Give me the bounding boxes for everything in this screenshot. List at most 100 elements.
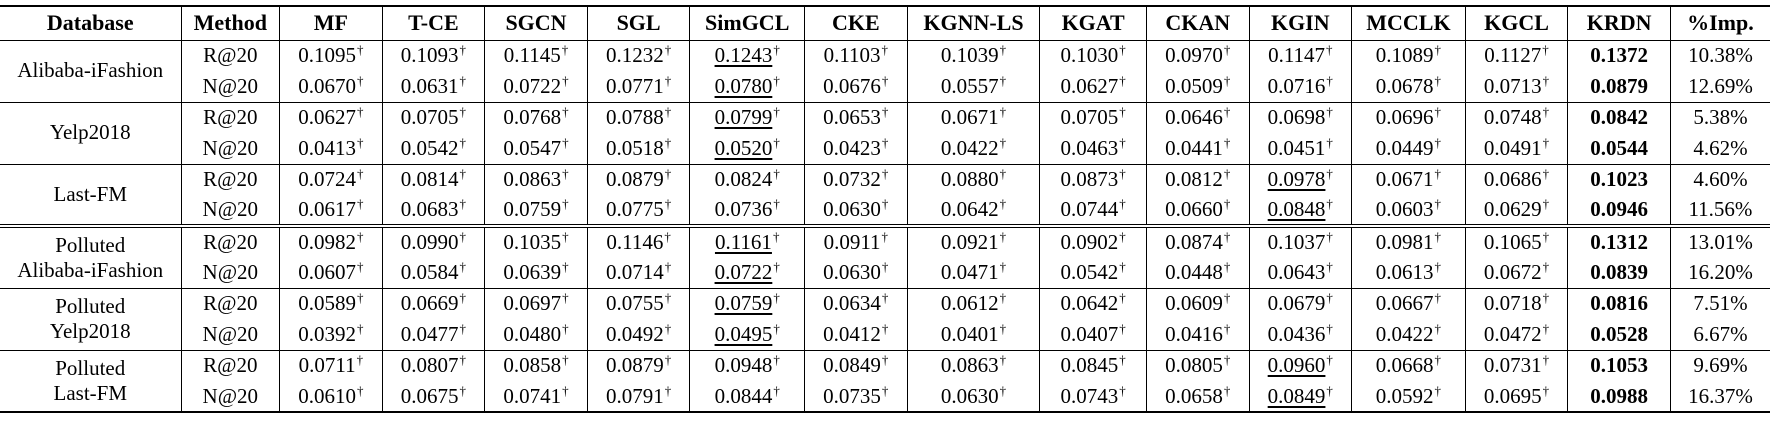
value-cell-kgcl: 0.1127†	[1465, 39, 1569, 71]
baseline-value: 0.0547	[503, 135, 562, 160]
dagger-symbol: †	[1542, 382, 1550, 398]
baseline-value: 0.0844	[714, 383, 773, 408]
value-cell-kgin: 0.0716†	[1249, 71, 1353, 102]
baseline-value: 0.0982	[298, 230, 356, 254]
value-cell-cke: 0.0676†	[804, 71, 908, 102]
value-cell-cke: 0.0634†	[804, 287, 908, 319]
dagger-symbol: †	[999, 104, 1007, 120]
dagger-symbol: †	[999, 258, 1007, 274]
metric-cell: N@20	[181, 71, 281, 102]
dagger-symbol: †	[881, 42, 889, 58]
baseline-value: 0.0814	[400, 167, 459, 192]
value-cell-cke: 0.0412†	[804, 319, 908, 350]
value-cell-simgcl: 0.0722†	[689, 257, 806, 288]
baseline-value: 0.0705	[400, 105, 459, 130]
dagger-symbol: †	[773, 166, 780, 182]
dagger-symbol: †	[999, 229, 1007, 244]
value-cell-mf: 0.1095†	[279, 39, 383, 71]
dagger-symbol: †	[999, 382, 1007, 398]
dagger-symbol: †	[773, 320, 780, 336]
dagger-symbol: †	[356, 290, 364, 306]
header-row: Database Method MF T-CE SGCN SGL SimGCL CKE KGNN…	[0, 6, 1770, 41]
dagger-symbol: †	[999, 196, 1007, 211]
table-row: Polluted Yelp2018 R@20 0.0589† 0.0669† 0.0697…	[0, 287, 1770, 350]
value-cell-kgat: 0.0845†	[1039, 349, 1147, 381]
dagger-symbol: †	[1542, 352, 1550, 368]
best-baseline-value: 0.0799	[714, 105, 773, 130]
dagger-symbol: †	[1119, 352, 1126, 368]
value-cell-kgcl: 0.0748†	[1465, 101, 1569, 133]
dagger-symbol: †	[1223, 229, 1231, 244]
dagger-symbol: †	[1119, 134, 1126, 150]
best-baseline-value: 0.0978	[1267, 167, 1326, 192]
value-cell-mf: 0.0711†	[279, 349, 383, 381]
database-cell: Last-FM	[0, 163, 182, 226]
dagger-symbol: †	[664, 104, 672, 120]
baseline-value: 0.0643	[1267, 259, 1326, 284]
dagger-symbol: †	[881, 258, 889, 274]
value-cell-ckan: 0.0416†	[1146, 319, 1250, 350]
value-cell-cke: 0.0423†	[804, 133, 908, 164]
dagger-symbol: †	[1434, 166, 1442, 182]
dagger-symbol: †	[562, 134, 569, 150]
value-cell-kgat: 0.0407†	[1039, 319, 1147, 350]
dagger-symbol: †	[1542, 134, 1550, 150]
value-cell-mcclk: 0.0613†	[1351, 257, 1466, 288]
dagger-symbol: †	[772, 229, 780, 244]
dagger-symbol: †	[1119, 42, 1126, 58]
value-cell-kgnn-ls: 0.0401†	[907, 319, 1041, 350]
dagger-symbol: †	[773, 196, 780, 211]
dagger-symbol: †	[562, 290, 569, 306]
column-header-ckan: CKAN	[1146, 6, 1250, 41]
value-cell-ckan: 0.0448†	[1146, 257, 1250, 288]
dagger-symbol: †	[1326, 72, 1333, 88]
value-cell-kgat: 0.0542†	[1039, 257, 1147, 288]
metric-cell: N@20	[181, 257, 281, 288]
baseline-value: 0.0879	[605, 353, 664, 378]
dagger-symbol: †	[459, 290, 467, 306]
baseline-value: 0.0873	[1060, 167, 1119, 192]
baseline-value: 0.0902	[1060, 230, 1119, 254]
baseline-value: 0.0642	[1060, 291, 1119, 316]
metric-cell: R@20	[181, 163, 281, 195]
database-label-line: Last-FM	[53, 380, 128, 405]
krdn-value-cell: 0.1312	[1567, 224, 1671, 257]
best-baseline-value: 0.0759	[714, 291, 773, 316]
baseline-value: 0.1147	[1268, 43, 1326, 68]
baseline-value: 0.0542	[1060, 259, 1119, 284]
dagger-symbol: †	[562, 166, 569, 182]
column-header-kgin: KGIN	[1249, 6, 1353, 41]
baseline-value: 0.1095	[298, 43, 356, 68]
value-cell-kgin: 0.0978†	[1249, 163, 1353, 195]
table-row: N@20 0.0610† 0.0675† 0.0741† 0.0791† 0.0844† 0…	[0, 381, 1770, 412]
dagger-symbol: †	[881, 166, 889, 182]
value-cell-sgcn: 0.0697†	[484, 287, 588, 319]
baseline-value: 0.0480	[503, 321, 562, 346]
dagger-symbol: †	[773, 104, 780, 120]
baseline-value: 0.0736	[714, 197, 773, 221]
value-cell-sgl: 0.0775†	[587, 195, 691, 226]
table-row: Alibaba-iFashion R@20 0.1095† 0.1093† 0.1145…	[0, 39, 1770, 102]
baseline-value: 0.0401	[940, 321, 999, 346]
baseline-value: 0.0631	[400, 73, 459, 98]
value-cell-ckan: 0.0970†	[1146, 39, 1250, 71]
baseline-value: 0.0732	[823, 167, 881, 192]
dagger-symbol: †	[356, 42, 364, 58]
baseline-value: 0.0449	[1375, 135, 1434, 160]
dagger-symbol: †	[664, 352, 672, 368]
metric-cell: R@20	[181, 287, 281, 319]
baseline-value: 0.0518	[605, 135, 664, 160]
best-baseline-value: 0.0848	[1267, 197, 1326, 221]
value-cell-kgin: 0.1147†	[1249, 39, 1353, 71]
dagger-symbol: †	[1223, 258, 1231, 274]
baseline-value: 0.1232	[605, 43, 664, 68]
value-cell-ckan: 0.0441†	[1146, 133, 1250, 164]
dagger-symbol: †	[881, 290, 889, 306]
baseline-value: 0.0658	[1165, 383, 1223, 408]
value-cell-simgcl: 0.0759†	[689, 287, 806, 319]
krdn-value-cell: 0.0842	[1567, 101, 1671, 133]
value-cell-cke: 0.0630†	[804, 257, 908, 288]
baseline-value: 0.0676	[823, 73, 881, 98]
dagger-symbol: †	[1223, 290, 1231, 306]
dagger-symbol: †	[459, 382, 467, 398]
